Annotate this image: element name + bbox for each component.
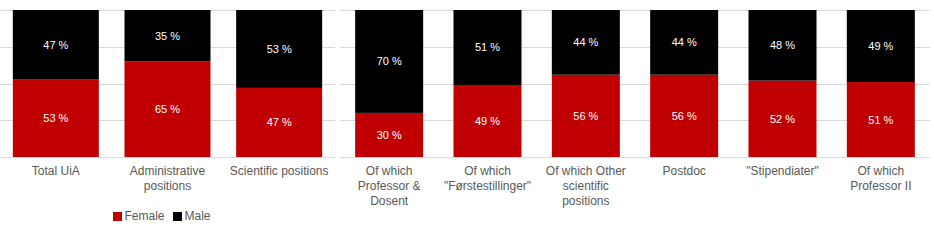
bar-segment (13, 10, 99, 79)
data-label: 44 % (573, 36, 598, 48)
data-label: 30 % (377, 129, 402, 141)
bar-segment (749, 81, 817, 157)
legend-swatch (113, 212, 122, 221)
data-label: 52 % (770, 113, 795, 125)
data-label: 56 % (573, 110, 598, 122)
grid-line (340, 84, 930, 85)
bar-segment (749, 10, 817, 81)
grid-line (340, 157, 930, 158)
bars (13, 10, 322, 157)
category-label: Of which Other scientific positions (538, 164, 633, 209)
chart: 53 % 47 % 65 % 35 % 47 % 53 % 30 % 70 % 49 % 51 %… (0, 0, 934, 234)
data-label: 56 % (672, 110, 697, 122)
data-label: 53 % (43, 112, 68, 124)
category-label: "Stipendiater" (735, 164, 830, 179)
data-label: 44 % (672, 36, 697, 48)
grid-line (340, 10, 930, 11)
bar-segment (552, 75, 620, 157)
data-label: 47 % (267, 116, 292, 128)
data-label: 51 % (868, 114, 893, 126)
bar-segment (236, 10, 322, 88)
bar-segment (13, 79, 99, 157)
bar-segment (454, 85, 522, 157)
bar-segment (847, 10, 915, 82)
grid-line (0, 157, 335, 158)
category-label: Of which Professor II (833, 164, 928, 194)
data-label: 51 % (475, 41, 500, 53)
category-label: Total UiA (0, 164, 112, 179)
data-label: 48 % (770, 39, 795, 51)
data-label: 53 % (267, 43, 292, 55)
bar-segment (355, 10, 423, 113)
legend-label: Female (125, 209, 165, 223)
category-label: Scientific positions (223, 164, 335, 179)
category-label: Administrative positions (112, 164, 224, 194)
bar-segment (125, 10, 211, 61)
bar-segment (650, 10, 718, 75)
data-label: 47 % (43, 39, 68, 51)
data-label: 35 % (155, 30, 180, 42)
grid-line (340, 120, 930, 121)
grid-line (340, 47, 930, 48)
category-label: Of which Professor & Dosent (342, 164, 437, 209)
data-label: 49 % (868, 40, 893, 52)
bar-segment (125, 61, 211, 157)
bar-segment (650, 75, 718, 157)
data-label: 70 % (377, 55, 402, 67)
data-label: 49 % (475, 115, 500, 127)
legend-label: Male (185, 209, 211, 223)
bars (355, 10, 915, 157)
bar-segment (236, 88, 322, 157)
bar-segment (847, 82, 915, 157)
category-label: Postdoc (637, 164, 732, 179)
bar-segment (355, 113, 423, 157)
bar-segment (552, 10, 620, 75)
bar-segment (454, 10, 522, 85)
category-label: Of which "Førstestillinger" (440, 164, 535, 194)
data-label: 65 % (155, 103, 180, 115)
legend-swatch (173, 212, 182, 221)
